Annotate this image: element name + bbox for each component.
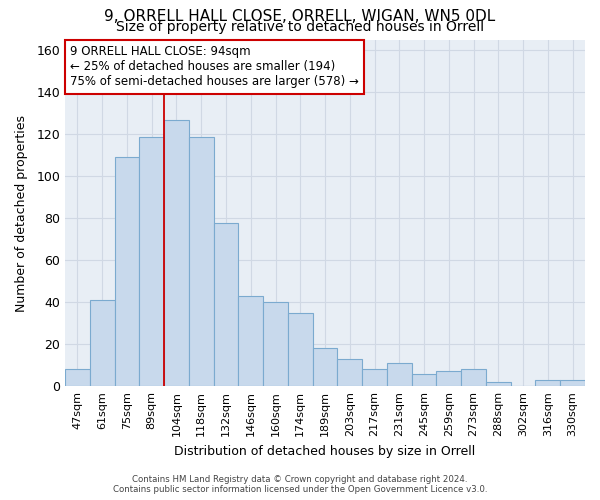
Bar [313, 348, 337, 386]
Bar [139, 136, 164, 386]
X-axis label: Distribution of detached houses by size in Orrell: Distribution of detached houses by size … [175, 444, 476, 458]
Bar [436, 372, 461, 386]
Text: Contains HM Land Registry data © Crown copyright and database right 2024.
Contai: Contains HM Land Registry data © Crown c… [113, 474, 487, 494]
Text: 9, ORRELL HALL CLOSE, ORRELL, WIGAN, WN5 0DL: 9, ORRELL HALL CLOSE, ORRELL, WIGAN, WN5… [104, 9, 496, 24]
Bar [65, 370, 90, 386]
Bar [412, 374, 436, 386]
Bar [115, 158, 139, 386]
Bar [362, 370, 387, 386]
Bar [461, 370, 486, 386]
Bar [337, 359, 362, 386]
Bar [263, 302, 288, 386]
Bar [535, 380, 560, 386]
Text: 9 ORRELL HALL CLOSE: 94sqm
← 25% of detached houses are smaller (194)
75% of sem: 9 ORRELL HALL CLOSE: 94sqm ← 25% of deta… [70, 45, 359, 88]
Bar [560, 380, 585, 386]
Y-axis label: Number of detached properties: Number of detached properties [15, 114, 28, 312]
Bar [189, 136, 214, 386]
Bar [238, 296, 263, 386]
Bar [90, 300, 115, 386]
Bar [164, 120, 189, 386]
Bar [387, 363, 412, 386]
Bar [288, 312, 313, 386]
Text: Size of property relative to detached houses in Orrell: Size of property relative to detached ho… [116, 20, 484, 34]
Bar [486, 382, 511, 386]
Bar [214, 222, 238, 386]
